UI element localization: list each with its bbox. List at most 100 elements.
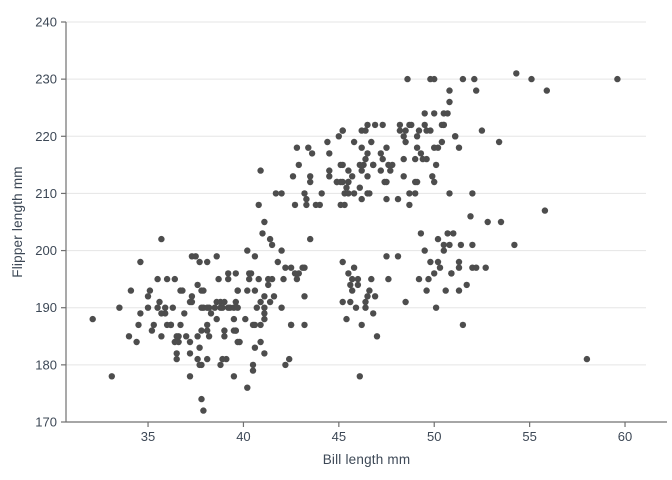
data-point — [326, 173, 333, 180]
data-point — [278, 247, 285, 254]
data-point — [194, 281, 201, 289]
data-point — [259, 230, 266, 237]
data-point — [326, 150, 333, 157]
data-point — [181, 310, 188, 317]
data-point — [205, 333, 213, 340]
data-point — [432, 304, 440, 311]
data-point — [169, 304, 176, 311]
data-point — [373, 333, 381, 340]
data-point — [400, 155, 407, 163]
data-point — [308, 150, 316, 157]
y-tick-label: 190 — [35, 300, 57, 315]
data-point — [366, 287, 373, 294]
data-point — [232, 327, 239, 334]
data-point — [194, 333, 201, 340]
data-point — [362, 304, 369, 311]
data-point — [431, 110, 438, 117]
data-point — [186, 373, 194, 380]
data-point — [448, 270, 455, 277]
data-point — [402, 298, 409, 306]
data-point — [173, 350, 180, 357]
data-point — [364, 293, 371, 300]
data-point — [215, 275, 222, 283]
data-point — [473, 87, 480, 94]
data-point — [379, 121, 386, 129]
data-point — [614, 75, 621, 83]
data-point — [154, 275, 161, 283]
data-point — [450, 230, 457, 237]
data-point — [289, 173, 297, 180]
data-point — [339, 178, 346, 186]
data-point — [513, 70, 520, 77]
data-point — [257, 321, 264, 329]
data-point — [421, 110, 428, 117]
data-point — [162, 304, 169, 311]
data-point — [232, 298, 239, 306]
data-point — [230, 373, 238, 380]
data-point — [417, 150, 425, 157]
data-point — [261, 315, 268, 323]
data-point — [251, 321, 259, 329]
data-point — [469, 241, 476, 249]
data-point — [221, 327, 228, 334]
data-point — [287, 264, 295, 271]
data-point — [354, 275, 362, 283]
data-point — [183, 333, 190, 340]
data-point — [366, 190, 373, 197]
data-point — [377, 150, 384, 157]
data-point — [196, 258, 203, 266]
data-point — [440, 247, 447, 254]
data-point — [282, 264, 289, 271]
data-point — [427, 258, 434, 266]
data-point — [345, 167, 352, 174]
data-point — [196, 344, 203, 351]
data-point — [194, 355, 201, 363]
data-point — [440, 241, 447, 249]
data-point — [364, 121, 371, 129]
data-point — [204, 258, 211, 266]
data-point — [455, 258, 463, 266]
data-point — [221, 298, 228, 306]
data-point — [242, 315, 249, 323]
data-point — [177, 321, 184, 329]
data-point — [364, 150, 371, 157]
data-point — [455, 144, 463, 151]
data-point — [291, 270, 299, 277]
data-point — [459, 75, 467, 83]
data-point — [408, 121, 415, 129]
data-point — [415, 127, 423, 134]
data-point — [412, 155, 419, 163]
data-point — [261, 310, 268, 317]
data-point — [257, 167, 264, 174]
data-point — [387, 167, 394, 174]
data-point — [244, 384, 251, 391]
data-point — [412, 190, 419, 197]
data-point — [389, 161, 396, 169]
data-point — [421, 247, 428, 254]
data-point — [251, 287, 259, 294]
data-point — [427, 75, 434, 83]
data-point — [358, 195, 365, 203]
data-point — [234, 304, 241, 311]
data-point — [221, 333, 228, 340]
data-point — [198, 287, 205, 294]
data-point — [266, 298, 274, 306]
data-point — [444, 110, 451, 117]
data-point — [173, 355, 180, 363]
data-point — [356, 161, 363, 169]
data-point — [469, 190, 476, 197]
x-tick-label: 60 — [618, 429, 632, 444]
data-point — [497, 218, 505, 226]
y-tick-label: 220 — [35, 129, 57, 144]
x-tick-label: 55 — [522, 429, 536, 444]
data-point — [362, 298, 369, 306]
data-point — [137, 258, 144, 266]
data-point — [350, 190, 358, 197]
data-point — [396, 127, 404, 134]
data-point — [158, 333, 165, 340]
data-point — [278, 304, 285, 311]
data-point — [261, 350, 268, 357]
data-point — [213, 315, 220, 323]
data-point — [377, 167, 384, 174]
